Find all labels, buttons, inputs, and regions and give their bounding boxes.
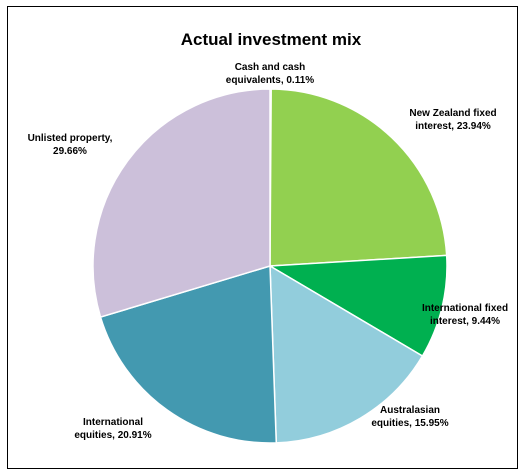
slice-label-line: interest, 9.44%	[430, 316, 500, 327]
slice-label-intl-fixed-interest: International fixed interest, 9.44%	[422, 303, 508, 327]
slice-label-line: New Zealand fixed	[409, 108, 496, 119]
pie-slices	[92, 88, 448, 444]
slice-label-australasian-equities: Australasian equities, 15.95%	[371, 405, 448, 429]
pie-slice-intl-equities	[99, 265, 278, 444]
slice-label-cash: Cash and cash equivalents, 0.11%	[226, 62, 314, 86]
chart-title: Actual investment mix	[181, 30, 362, 49]
slice-label-line: Australasian	[380, 405, 440, 416]
slice-label-line: equivalents, 0.11%	[226, 75, 314, 86]
pie-slice-australasian-equities	[269, 264, 424, 444]
slice-label-line: International	[83, 417, 143, 428]
pie-slice-intl-fixed-interest	[267, 254, 448, 357]
slice-label-unlisted-property: Unlisted property, 29.66%	[28, 133, 113, 157]
slice-label-line: International fixed	[422, 303, 508, 314]
slice-label-line: equities, 15.95%	[371, 418, 448, 429]
slice-label-line: equities, 20.91%	[74, 430, 151, 441]
slice-label-line: interest, 23.94%	[415, 121, 491, 132]
pie-slice-nz-fixed-interest	[269, 88, 448, 267]
slice-label-line: Unlisted property,	[28, 133, 113, 144]
slice-label-intl-equities: International equities, 20.91%	[74, 417, 151, 441]
slice-label-line: 29.66%	[53, 146, 87, 157]
slice-label-nz-fixed-interest: New Zealand fixed interest, 23.94%	[409, 108, 496, 132]
pie-slice-unlisted-property	[92, 88, 271, 318]
slice-label-line: Cash and cash	[235, 62, 306, 73]
slice-labels: Cash and cash equivalents, 0.11% New Zeala…	[28, 62, 508, 441]
